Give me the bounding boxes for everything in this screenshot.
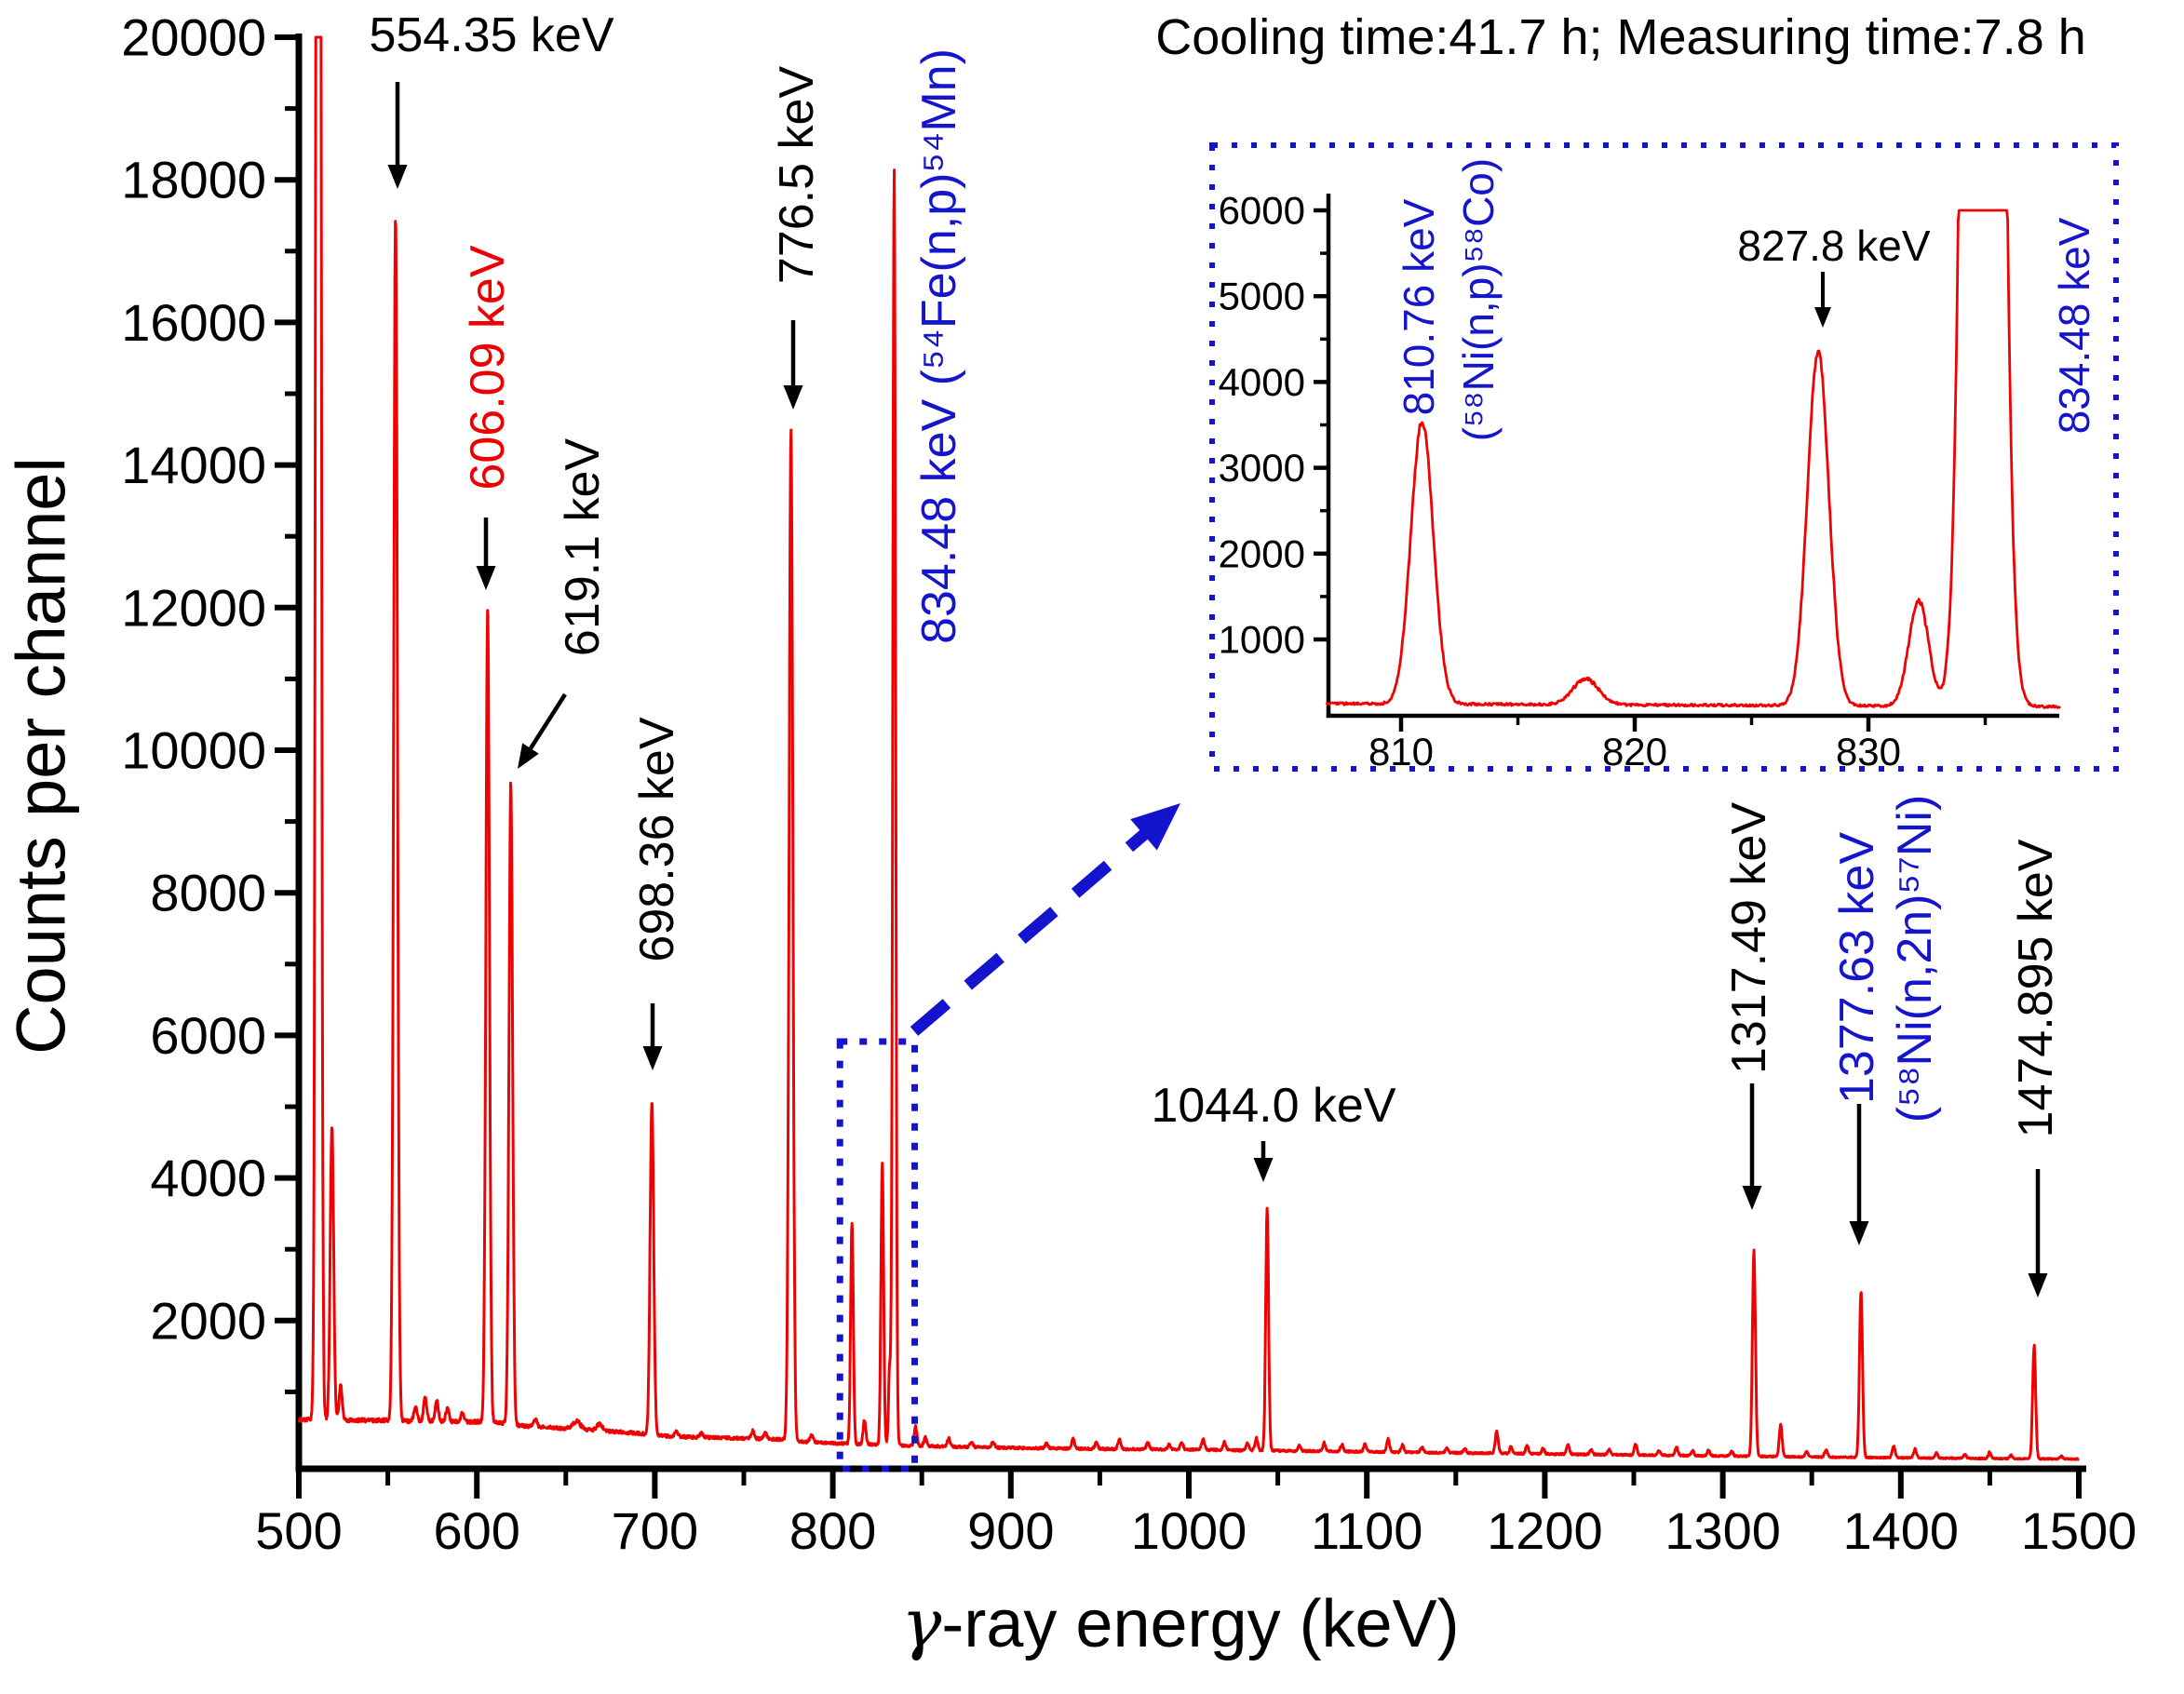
inset-y-tick-label: 5000 xyxy=(1219,275,1305,318)
arrow-line xyxy=(910,828,1150,1036)
inset-y-tick-label: 2000 xyxy=(1219,531,1305,575)
arrow-line xyxy=(528,692,567,751)
annotation-label: 1317.49 keV xyxy=(1722,802,1776,1074)
arrow-head xyxy=(1849,1221,1869,1245)
arrow-head xyxy=(783,385,803,410)
annotation-label: 776.5 keV xyxy=(770,66,824,284)
y-tick-label: 18000 xyxy=(121,151,266,209)
annotation-label: 619.1 keV xyxy=(556,438,610,656)
main-axes: 2000 4000 6000 8000 10000 12000 14000 16000 1800… xyxy=(121,8,2137,1561)
inset-y-tick-label: 3000 xyxy=(1219,446,1305,490)
x-tick-label: 1100 xyxy=(1311,1501,1422,1560)
x-tick-label: 1300 xyxy=(1665,1501,1781,1560)
annotation-label: 606.09 keV xyxy=(461,245,515,490)
chart-title: Cooling time:41.7 h; Measuring time:7.8 … xyxy=(1155,9,2086,65)
inset-border-box xyxy=(1209,142,2119,772)
x-tick-label: 1000 xyxy=(1131,1501,1247,1560)
y-tick-label: 2000 xyxy=(150,1291,266,1350)
annotation-label: 827.8 keV xyxy=(1737,222,1930,270)
annotation-label: 834.48 keV xyxy=(2050,217,2098,434)
y-tick-label: 16000 xyxy=(121,293,266,352)
inset-spectrum-curve xyxy=(1325,208,2061,709)
annotation-label: 810.76 keV xyxy=(1395,198,1443,415)
annotation-label: 698.36 keV xyxy=(630,717,684,961)
annotation-label: 834.48 keV (⁵⁴Fe(n,p)⁵⁴Mn) xyxy=(912,48,966,644)
arrow-head xyxy=(2028,1273,2048,1297)
y-tick-label: 20000 xyxy=(121,8,266,67)
annotation-label: (⁵⁸Ni(n,2n)⁵⁷Ni) xyxy=(1888,795,1942,1123)
annotation-label: 1377.63 keV xyxy=(1830,832,1884,1104)
y-tick-label: 4000 xyxy=(150,1149,266,1207)
y-tick-label: 8000 xyxy=(150,864,266,922)
arrow-head xyxy=(1130,803,1180,851)
x-tick-label: 900 xyxy=(967,1501,1054,1560)
arrow-head xyxy=(1742,1186,1762,1210)
inset: 1000 2000 3000 4000 5000 6000 810 820 830 810.76 … xyxy=(1209,142,2119,773)
y-axis-label: Counts per channel xyxy=(2,457,80,1055)
main-curve xyxy=(297,35,2080,1461)
arrow-head xyxy=(1253,1158,1274,1182)
inset-x-tick-label: 810 xyxy=(1368,730,1434,773)
arrow-head xyxy=(642,1046,663,1070)
arrow-head xyxy=(518,743,539,769)
main-annotations: 554.35 keV 606.09 keV 619.1 keV 698.36 keV 7… xyxy=(369,8,2063,1297)
x-tick-label: 500 xyxy=(255,1501,342,1560)
x-tick-label: 1200 xyxy=(1487,1501,1603,1560)
x-tick-label: 600 xyxy=(433,1501,519,1560)
inset-x-tick-label: 820 xyxy=(1602,730,1667,773)
inset-y-tick-label: 6000 xyxy=(1219,189,1305,233)
x-tick-label: 1500 xyxy=(2021,1501,2137,1560)
y-tick-label: 14000 xyxy=(121,436,266,494)
annotation-label: (⁵⁸Ni(n,p)⁵⁸Co) xyxy=(1454,158,1503,441)
arrow-head xyxy=(387,165,408,189)
y-tick-label: 6000 xyxy=(150,1006,266,1065)
spectrum-curve xyxy=(297,35,2080,1461)
x-axis-label: γ-ray energy (keV) xyxy=(901,1584,1460,1662)
y-tick-label: 10000 xyxy=(121,721,266,780)
x-tick-label: 700 xyxy=(612,1501,698,1560)
inset-y-tick-label: 4000 xyxy=(1219,360,1305,404)
x-tick-label: 1400 xyxy=(1843,1501,1960,1560)
y-tick-label: 12000 xyxy=(121,578,266,637)
annotation-label: 1474.895 keV xyxy=(2009,839,2063,1137)
arrow-head xyxy=(1814,307,1831,328)
arrow-head xyxy=(476,566,496,590)
x-tick-label: 800 xyxy=(789,1501,876,1560)
annotation-label: 1044.0 keV xyxy=(1151,1079,1395,1133)
annotation-label: 554.35 keV xyxy=(369,8,613,62)
zoom-link xyxy=(836,803,1180,1472)
inset-x-tick-label: 830 xyxy=(1836,730,1901,773)
inset-y-tick-label: 1000 xyxy=(1219,618,1305,662)
